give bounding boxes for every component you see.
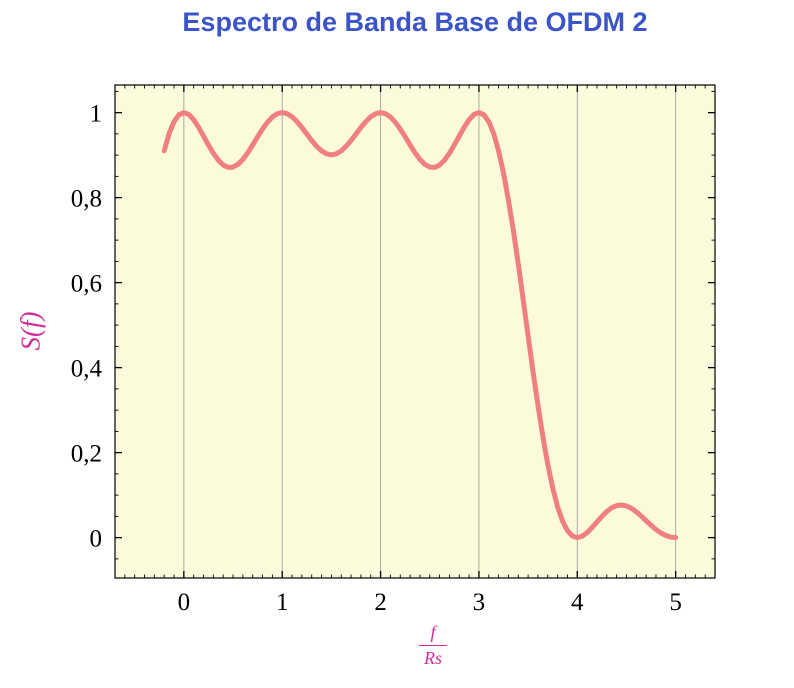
y-tick-label: 0,6 (71, 271, 102, 298)
y-tick-label: 0,2 (71, 441, 102, 468)
x-tick-label: 1 (276, 589, 289, 616)
fraction-bar (419, 644, 447, 647)
x-tick-label: 0 (178, 589, 191, 616)
x-tick-label: 2 (374, 589, 387, 616)
spectrum-curve (161, 110, 679, 541)
x-tick-label: 5 (669, 589, 682, 616)
y-tick-label: 1 (90, 101, 103, 128)
y-tick-label: 0 (90, 526, 103, 553)
x-axis-label: f Rs (416, 622, 450, 669)
y-tick-labels: 0 0,2 0,4 0,6 0,8 1 (71, 101, 103, 553)
grid-lines (183, 85, 677, 578)
chart-title: Espectro de Banda Base de OFDM 2 (182, 7, 648, 37)
y-axis-label: S(f) (16, 312, 47, 351)
y-axis-label-text: S(f) (15, 311, 46, 351)
x-axis-label-numerator: f (430, 622, 436, 642)
plot-background (115, 85, 715, 578)
plot-frame (114, 84, 716, 579)
x-tick-labels: 0 1 2 3 4 5 (178, 589, 682, 616)
x-axis-label-denominator: Rs (424, 648, 442, 669)
y-tick-label: 0,8 (71, 186, 102, 213)
x-axis-label-fraction: f Rs (416, 622, 450, 669)
x-tick-label: 3 (473, 589, 486, 616)
y-tick-label: 0,4 (71, 356, 103, 383)
x-tick-label: 4 (571, 589, 584, 616)
